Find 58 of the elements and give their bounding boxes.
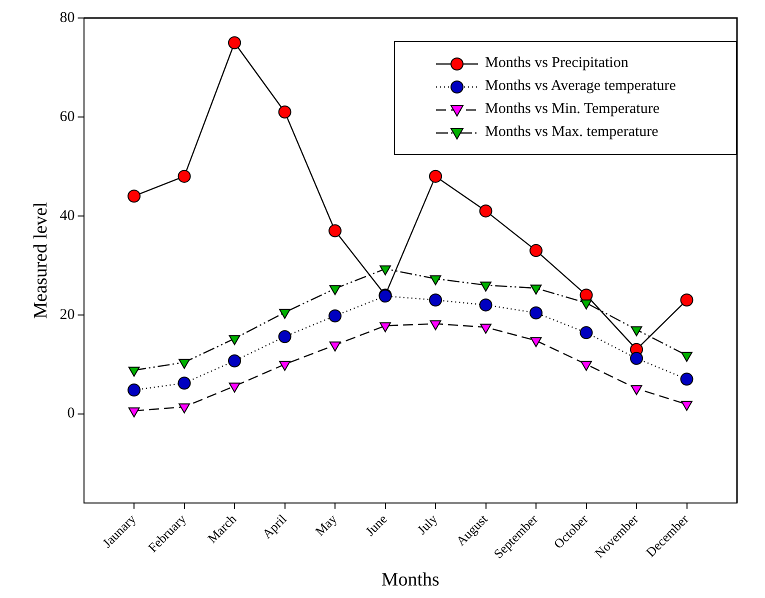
- point: [630, 385, 642, 396]
- y-axis-title: Measured level: [30, 202, 52, 319]
- point: [178, 170, 191, 183]
- point: [329, 285, 341, 296]
- point: [530, 337, 542, 348]
- point: [128, 407, 140, 418]
- point: [128, 366, 140, 377]
- x-axis-title: Months: [381, 570, 440, 591]
- point: [279, 308, 290, 319]
- point: [630, 352, 644, 365]
- point: [228, 354, 242, 368]
- legend-label: Months vs Max. temperature: [485, 123, 658, 142]
- point: [228, 36, 242, 50]
- point: [479, 204, 492, 218]
- legend-label: Months vs Precipitation: [485, 54, 628, 73]
- point: [329, 342, 341, 352]
- point: [580, 360, 592, 371]
- point: [430, 275, 442, 286]
- point: [380, 322, 391, 332]
- point: [178, 358, 190, 369]
- x-tick-label: July: [414, 510, 440, 538]
- legend-label: Months vs Min. Temperature: [485, 100, 660, 119]
- x-tick-label: May: [312, 510, 340, 539]
- point: [430, 320, 442, 330]
- point: [178, 403, 190, 414]
- y-tick-label: 40: [60, 208, 75, 224]
- point: [530, 306, 543, 320]
- y-tick-label: 60: [60, 108, 75, 125]
- point: [380, 265, 391, 276]
- point: [128, 384, 141, 397]
- point: [681, 352, 692, 362]
- point: [480, 324, 492, 334]
- legend-label: Months vs Average temperature: [485, 77, 676, 96]
- point: [480, 282, 492, 292]
- point: [178, 376, 191, 390]
- point: [681, 400, 692, 411]
- point: [278, 106, 292, 119]
- point: [680, 372, 694, 386]
- point: [228, 335, 240, 346]
- point: [530, 284, 542, 295]
- point: [680, 294, 694, 307]
- point: [328, 309, 342, 322]
- point: [429, 294, 442, 307]
- point: [630, 326, 642, 336]
- point: [580, 299, 592, 310]
- y-tick-label: 20: [60, 306, 75, 323]
- point: [278, 330, 292, 344]
- point: [328, 224, 342, 238]
- point: [228, 382, 240, 393]
- point: [429, 170, 442, 183]
- y-tick-label: 0: [67, 406, 75, 422]
- x-tick-label: June: [362, 511, 390, 539]
- point: [279, 360, 290, 371]
- y-tick-label: 80: [60, 10, 75, 26]
- point: [479, 298, 492, 312]
- point: [580, 326, 593, 340]
- point: [530, 244, 543, 258]
- point: [128, 190, 141, 203]
